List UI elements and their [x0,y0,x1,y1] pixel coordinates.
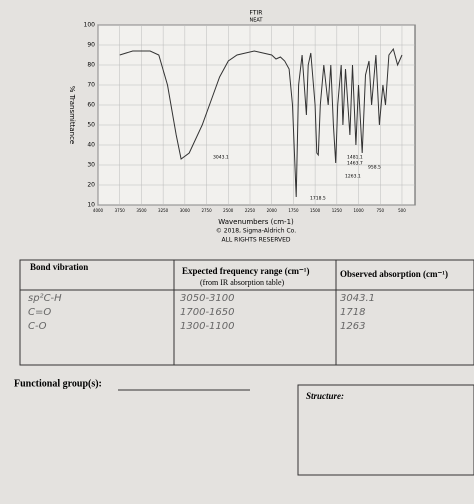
structure-label: Structure: [306,391,344,401]
y-tick-label: 70 [87,82,95,89]
x-axis-label: Wavenumbers (cm-1) [218,218,294,226]
y-tick-label: 20 [87,182,95,189]
spectrum-line [119,47,403,198]
x-tick-label: 2250 [245,208,256,213]
y-tick-label: 80 [87,62,95,69]
table [19,259,474,366]
table-cell: 1300-1100 [180,321,235,332]
table-cell: 3050-3100 [180,293,235,304]
plot-area [97,24,416,206]
credit: ALL RIGHTS RESERVED [221,237,290,244]
table-header: Expected frequency range (cm⁻¹) [182,266,310,276]
peak-annotation: 1718.5 [310,196,326,202]
x-tick-label: 1500 [310,208,321,213]
y-tick-label: 50 [87,122,95,129]
x-tick-label: 1250 [332,208,343,213]
structure-box [297,384,474,476]
table-cell: 1718 [340,307,365,318]
peak-annotation: 3043.1 [213,155,229,161]
table-rows: sp²C-H 3050-3100 3043.1 C=O 1700-1650 1718 C-O… [28,293,375,332]
y-tick-label: 90 [87,42,95,49]
x-tick-label: 2000 [267,208,278,213]
y-axis-label: % Transmittance [68,86,76,145]
table-cell: C-O [28,321,47,332]
table-cell: 3043.1 [340,293,375,304]
table-header: Observed absorption (cm⁻¹) [340,269,448,279]
x-tick-label: 3500 [136,208,147,213]
x-tick-label: 750 [376,208,384,213]
x-tick-label: 1750 [288,208,299,213]
functional-groups-label: Functional group(s): [14,378,102,389]
x-tick-label: 1000 [353,208,364,213]
x-tick-label: 4000 [93,208,104,213]
table-cell: 1263 [340,321,365,332]
x-tick-label: 500 [398,208,406,213]
peak-annotation: 958.5 [368,165,381,171]
y-tick-label: 30 [87,162,95,169]
x-tick-label: 2750 [201,208,212,213]
x-tick-label: 3250 [158,208,169,213]
y-tick-label: 40 [87,142,95,149]
table-cell: 1700-1650 [180,307,235,318]
y-tick-label: 100 [84,22,96,29]
x-tick-label: 3000 [180,208,191,213]
table-border [19,259,474,366]
table-header: Bond vibration [30,262,88,272]
chart-subtitle: NEAT [250,18,264,24]
table-cell: sp²C-H [28,293,62,304]
table-header-note: (from IR absorption table) [200,278,285,287]
x-tick-label: 2500 [223,208,234,213]
credit: © 2018, Sigma-Aldrich Co. [216,228,296,235]
peak-annotation: 1263.1 [345,174,361,180]
peak-annotation: 1481.1 [347,155,363,161]
table-cell: C=O [28,307,51,318]
x-tick-label: 3750 [115,208,126,213]
y-tick-label: 60 [87,102,95,109]
y-tick-label: 10 [87,202,95,209]
chart-title: FTIR [250,10,263,17]
peak-annotation: 1463.7 [347,161,363,167]
